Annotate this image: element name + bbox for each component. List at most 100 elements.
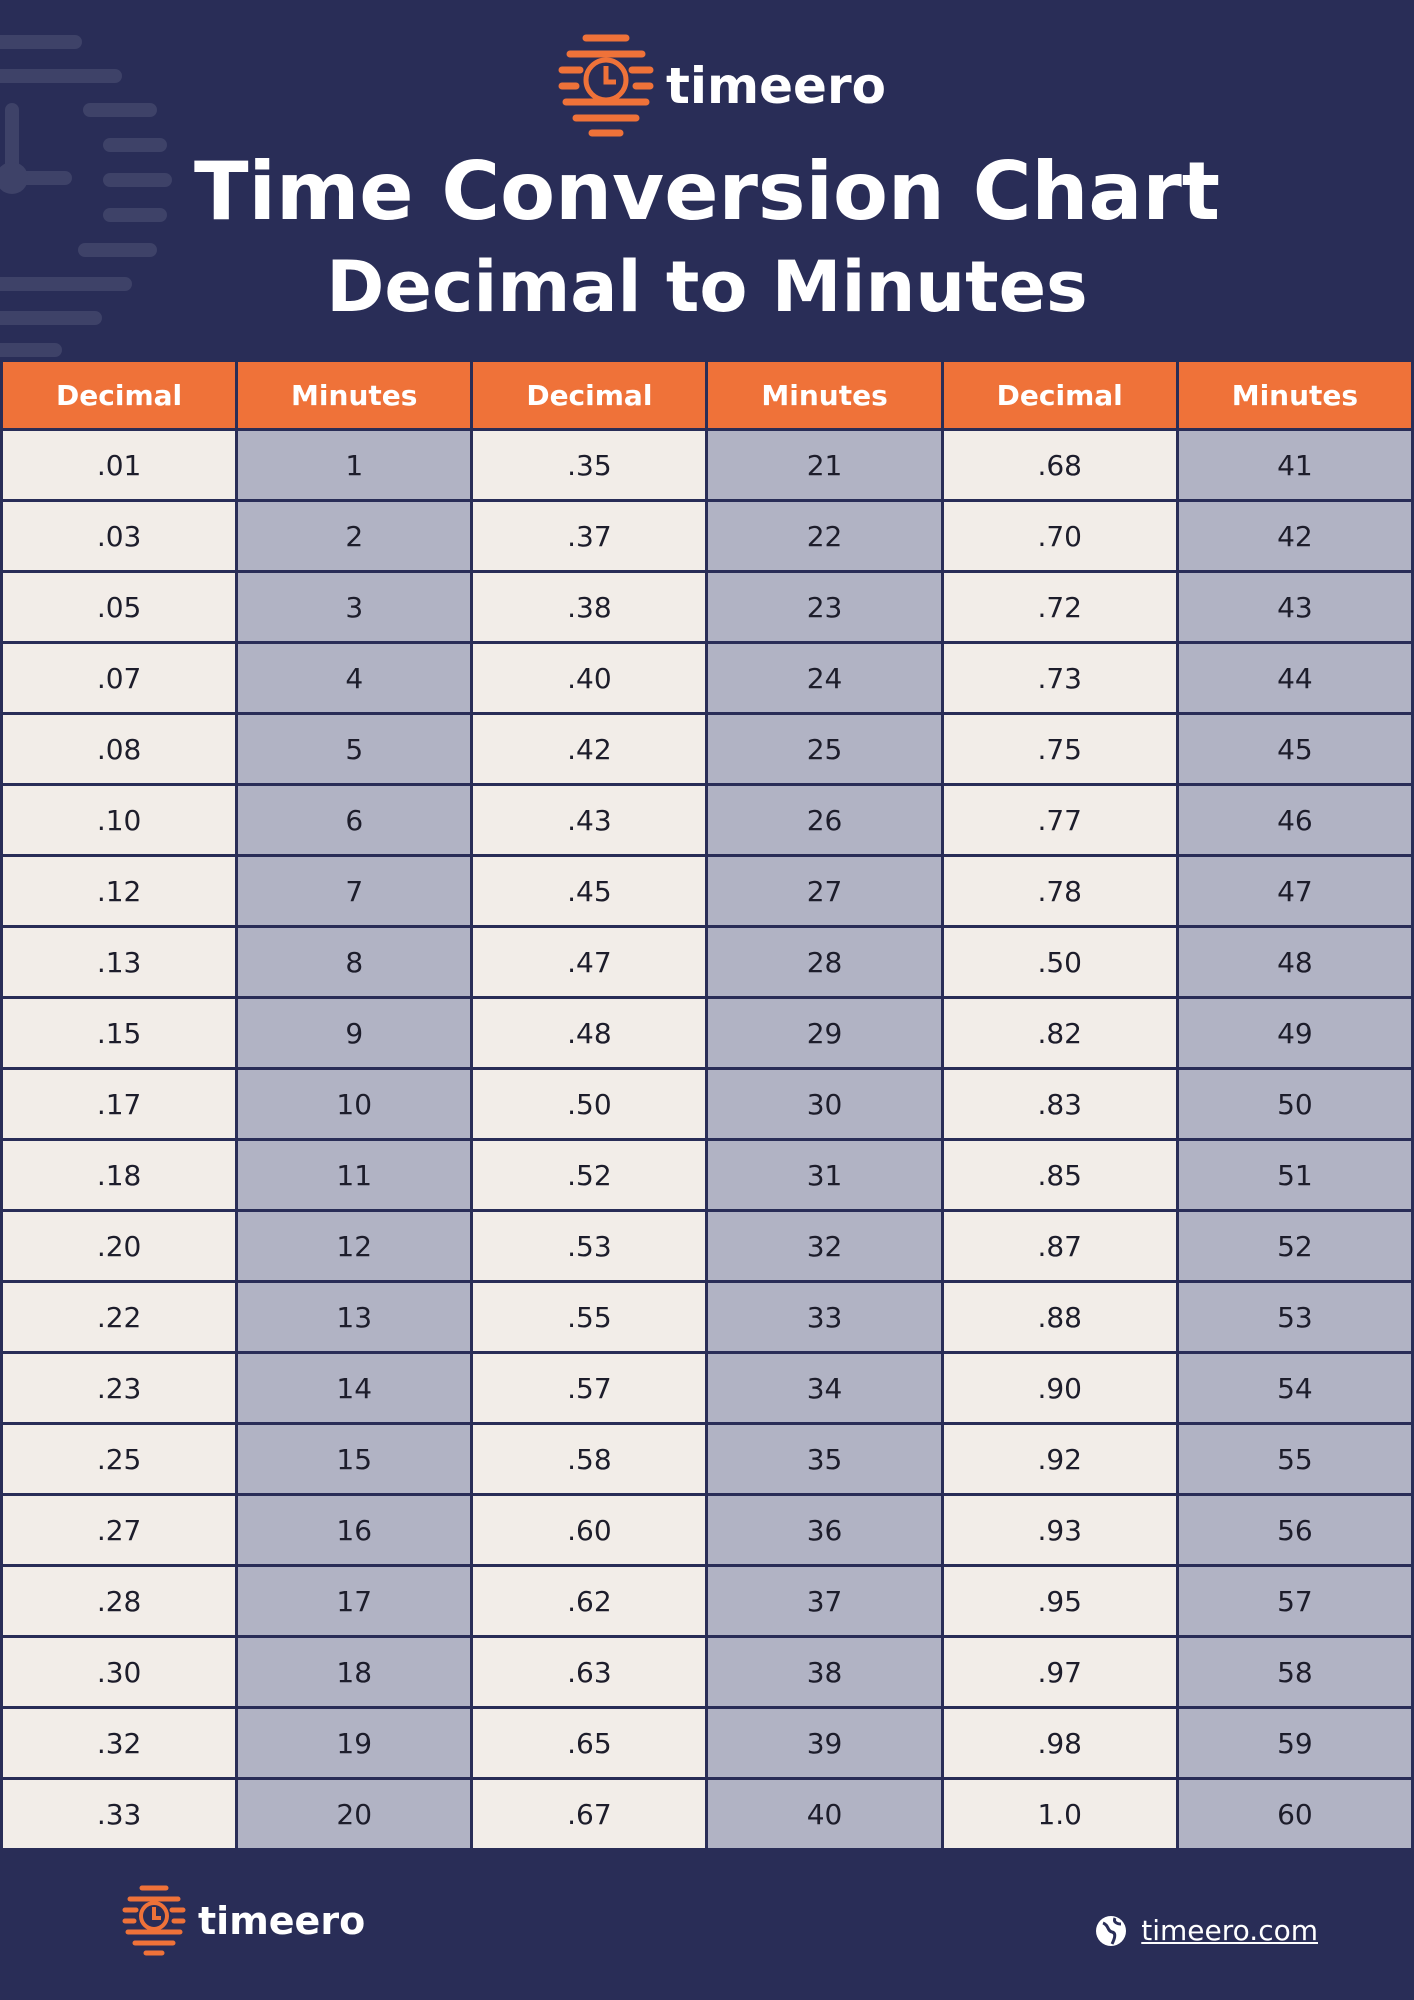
column-header: Decimal: [470, 359, 709, 431]
minutes-cell: 20: [235, 1777, 474, 1851]
minutes-cell: 9: [235, 996, 474, 1070]
decimal-cell: .13: [0, 925, 239, 999]
decimal-cell: .78: [940, 854, 1179, 928]
minutes-cell: 11: [235, 1138, 474, 1212]
table-row: .13 8.47 28.50 48: [0, 925, 1414, 999]
table-row: .08 5.42 25.75 45: [0, 712, 1414, 786]
decimal-cell: .65: [470, 1706, 709, 1780]
minutes-cell: 58: [1175, 1635, 1414, 1709]
table-row: .32 19.65 39.98 59: [0, 1706, 1414, 1780]
minutes-cell: 3: [235, 570, 474, 644]
decimal-cell: .05: [0, 570, 239, 644]
decimal-cell: .90: [940, 1351, 1179, 1425]
logo-icon: [122, 1885, 186, 1956]
decimal-cell: .30: [0, 1635, 239, 1709]
table-row: .05 3.38 23.72 43: [0, 570, 1414, 644]
decimal-cell: .95: [940, 1564, 1179, 1638]
decimal-cell: .98: [940, 1706, 1179, 1780]
table-row: .27 16.60 36.93 56: [0, 1493, 1414, 1567]
footer-logo: timeero: [122, 1884, 365, 1958]
decimal-cell: .01: [0, 428, 239, 502]
minutes-cell: 15: [235, 1422, 474, 1496]
minutes-cell: 25: [705, 712, 944, 786]
decoration: [0, 35, 172, 357]
table-row: .10 6.43 26.77 46: [0, 783, 1414, 857]
decimal-cell: .10: [0, 783, 239, 857]
minutes-cell: 38: [705, 1635, 944, 1709]
minutes-cell: 28: [705, 925, 944, 999]
minutes-cell: 47: [1175, 854, 1414, 928]
table-row: .12 7.45 27.78 47: [0, 854, 1414, 928]
header-logo: timeero: [558, 32, 886, 140]
decimal-cell: .75: [940, 712, 1179, 786]
minutes-cell: 34: [705, 1351, 944, 1425]
decimal-cell: .40: [470, 641, 709, 715]
minutes-cell: 22: [705, 499, 944, 573]
decimal-cell: .70: [940, 499, 1179, 573]
decimal-cell: .15: [0, 996, 239, 1070]
minutes-cell: 53: [1175, 1280, 1414, 1354]
minutes-cell: 10: [235, 1067, 474, 1141]
decimal-cell: .68: [940, 428, 1179, 502]
column-header: Decimal: [0, 359, 239, 431]
conversion-table: Decimal Minutes Decimal Minutes Decimal Minut…: [0, 359, 1414, 1851]
decimal-cell: .63: [470, 1635, 709, 1709]
minutes-cell: 18: [235, 1635, 474, 1709]
decimal-cell: .85: [940, 1138, 1179, 1212]
decimal-cell: .43: [470, 783, 709, 857]
decimal-cell: .42: [470, 712, 709, 786]
logo-text: timeero: [198, 1899, 366, 1943]
column-header: Decimal: [940, 359, 1179, 431]
decimal-cell: .18: [0, 1138, 239, 1212]
table-row: .15 9.48 29.82 49: [0, 996, 1414, 1070]
decimal-cell: .77: [940, 783, 1179, 857]
logo-text: timeero: [666, 57, 886, 115]
minutes-cell: 26: [705, 783, 944, 857]
subtitle: Decimal to Minutes: [326, 246, 1088, 328]
column-header: Minutes: [705, 359, 944, 431]
decimal-cell: .07: [0, 641, 239, 715]
minutes-cell: 21: [705, 428, 944, 502]
decimal-cell: .20: [0, 1209, 239, 1283]
decimal-cell: .38: [470, 570, 709, 644]
minutes-cell: 23: [705, 570, 944, 644]
minutes-cell: 33: [705, 1280, 944, 1354]
decimal-cell: .55: [470, 1280, 709, 1354]
minutes-cell: 13: [235, 1280, 474, 1354]
minutes-cell: 48: [1175, 925, 1414, 999]
decimal-cell: .73: [940, 641, 1179, 715]
decimal-cell: .50: [470, 1067, 709, 1141]
logo-icon: [558, 34, 654, 137]
minutes-cell: 39: [705, 1706, 944, 1780]
minutes-cell: 37: [705, 1564, 944, 1638]
decimal-cell: .93: [940, 1493, 1179, 1567]
decimal-cell: .33: [0, 1777, 239, 1851]
minutes-cell: 16: [235, 1493, 474, 1567]
table-row: .22 13.55 33.88 53: [0, 1280, 1414, 1354]
decimal-cell: .47: [470, 925, 709, 999]
minutes-cell: 50: [1175, 1067, 1414, 1141]
minutes-cell: 45: [1175, 712, 1414, 786]
decimal-cell: .53: [470, 1209, 709, 1283]
footer-link[interactable]: timeero.com: [1095, 1914, 1318, 1947]
minutes-cell: 54: [1175, 1351, 1414, 1425]
table-row: .07 4.40 24.73 44: [0, 641, 1414, 715]
minutes-cell: 41: [1175, 428, 1414, 502]
decimal-cell: .57: [470, 1351, 709, 1425]
link-text[interactable]: timeero.com: [1141, 1914, 1318, 1947]
decimal-cell: .72: [940, 570, 1179, 644]
decimal-cell: .37: [470, 499, 709, 573]
minutes-cell: 7: [235, 854, 474, 928]
minutes-cell: 49: [1175, 996, 1414, 1070]
minutes-cell: 2: [235, 499, 474, 573]
minutes-cell: 6: [235, 783, 474, 857]
decimal-cell: .23: [0, 1351, 239, 1425]
minutes-cell: 27: [705, 854, 944, 928]
minutes-cell: 19: [235, 1706, 474, 1780]
minutes-cell: 35: [705, 1422, 944, 1496]
table-row: .01 1.35 21.68 41: [0, 428, 1414, 502]
decimal-cell: .22: [0, 1280, 239, 1354]
column-header: Minutes: [1175, 359, 1414, 431]
decimal-cell: .83: [940, 1067, 1179, 1141]
